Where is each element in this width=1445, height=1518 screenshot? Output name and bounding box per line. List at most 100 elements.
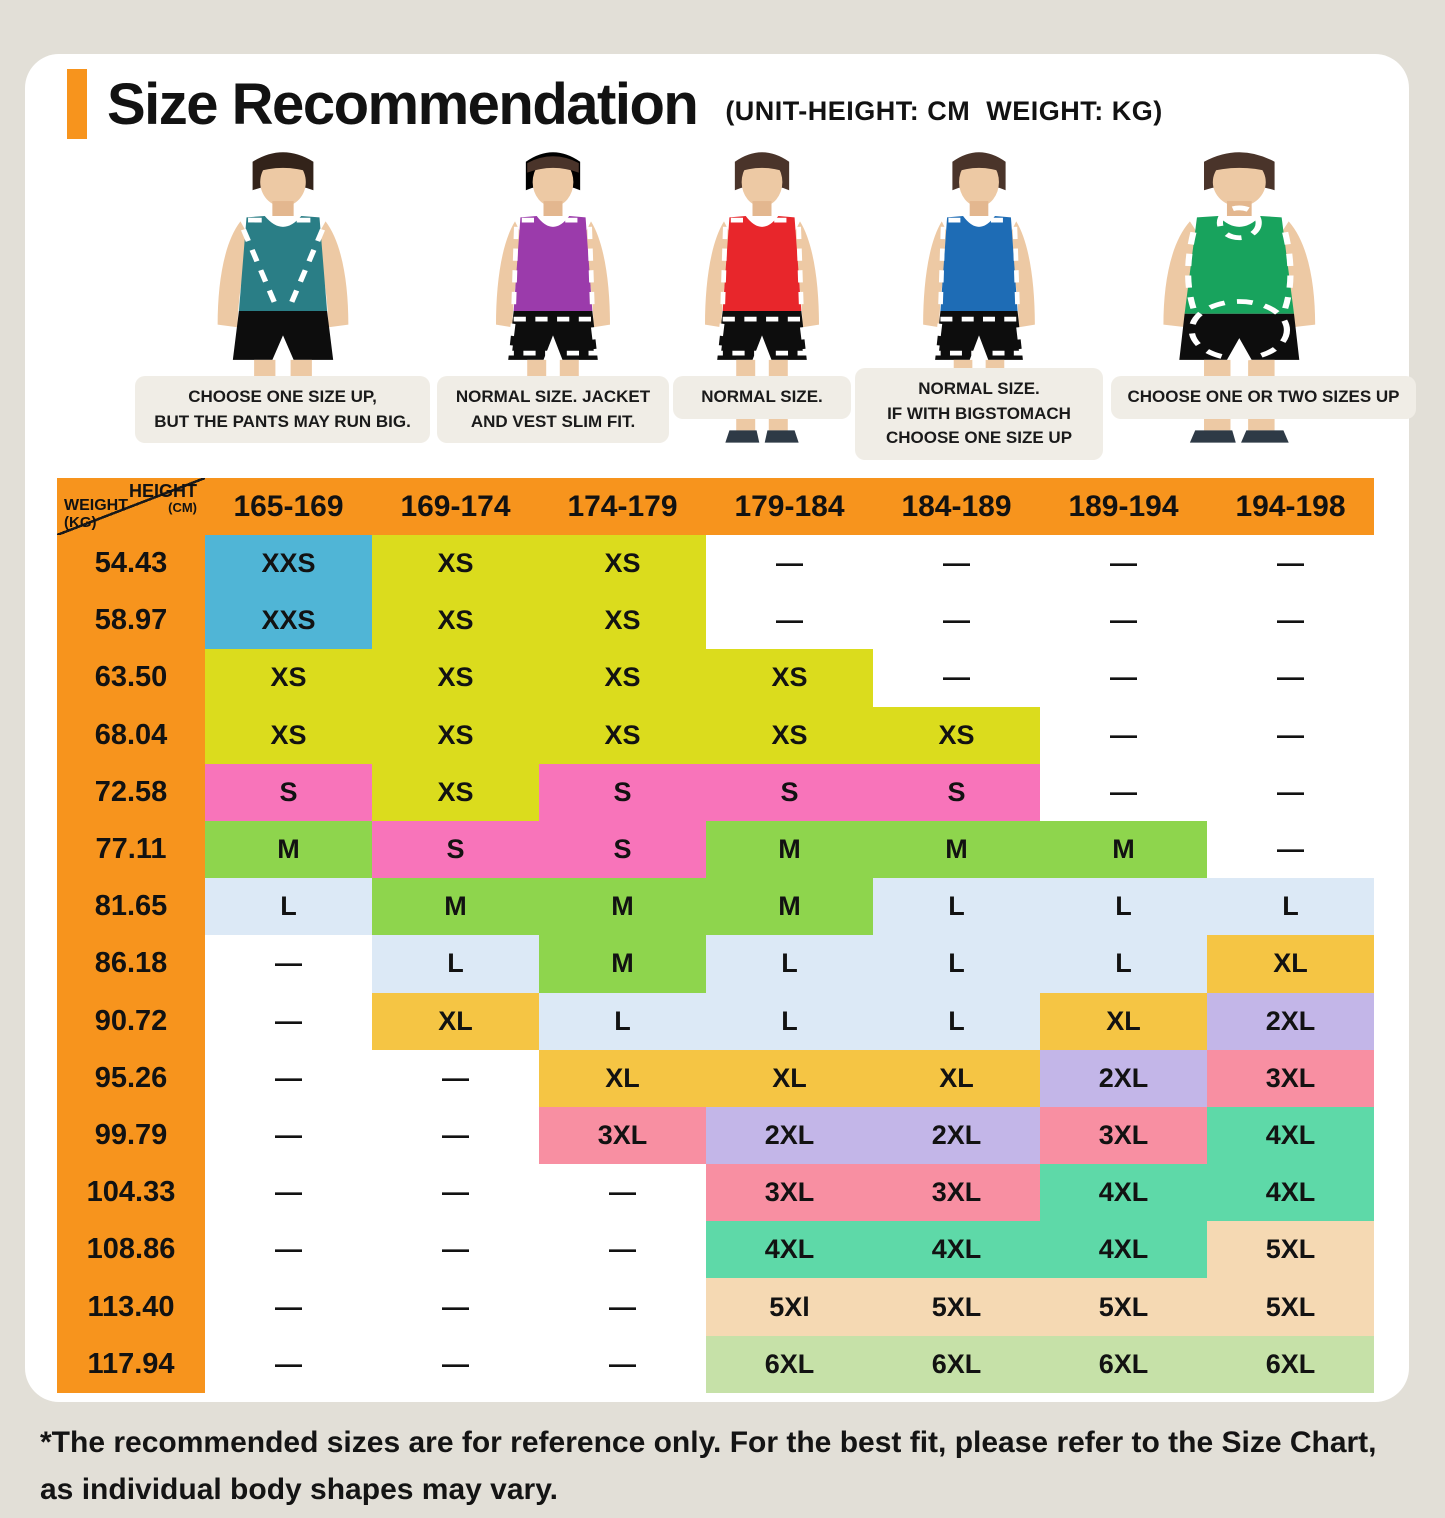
size-cell: 3XL [1207,1049,1374,1107]
size-cell: — [372,1335,539,1393]
size-cell: 2XL [706,1106,873,1165]
measurement-dashes [506,217,600,356]
size-cell: — [1040,592,1207,650]
size-cell: L [1207,878,1374,936]
height-column-header: 189-194 [1040,478,1207,535]
size-cell: L [873,992,1040,1050]
size-cell: XS [539,592,706,650]
size-cell: — [706,535,873,593]
height-column-header: 184-189 [873,478,1040,535]
size-cell: — [539,1164,706,1222]
size-cell: XS [372,592,539,650]
size-cell: — [205,992,372,1050]
measurement-dashes [240,217,325,310]
size-cell: XL [372,992,539,1050]
size-cell: — [1207,763,1374,821]
size-cell: S [873,763,1040,821]
size-cell: 5XL [1207,1278,1374,1336]
page-title: Size Recommendation [107,71,699,137]
size-cell: XXS [205,592,372,650]
size-cell: XS [372,706,539,764]
weight-row-header: 86.18 [57,935,205,993]
size-cell: — [706,592,873,650]
size-cell: XS [372,763,539,821]
height-header-row: HEIGHT (CM) WEIGHT (KG) 165-169 169-174 17… [57,478,1374,535]
tank-top [940,216,1018,311]
size-cell: 6XL [873,1335,1040,1393]
figure-regular: NORMAL SIZE. [673,144,851,478]
size-cell: 4XL [1207,1106,1374,1165]
weight-row-header: 81.65 [57,878,205,936]
height-column-header: 194-198 [1207,478,1374,535]
size-cell: S [539,763,706,821]
head [959,157,999,207]
fit-advice-caption: NORMAL SIZE. IF WITH BIGSTOMACH CHOOSE O… [855,368,1103,460]
weight-row-header: 72.58 [57,763,205,821]
figure-heavy: CHOOSE ONE OR TWO SIZES UP [1111,144,1416,478]
size-cell: — [1207,706,1374,764]
title-accent-bar [67,69,87,139]
figure-slim: NORMAL SIZE. JACKET AND VEST SLIM FIT. [437,144,669,478]
size-cell: — [873,535,1040,593]
size-cell: 4XL [1207,1164,1374,1222]
size-cell: — [1207,820,1374,879]
size-cell: — [873,649,1040,707]
size-cell: L [706,992,873,1050]
height-column-header: 165-169 [205,478,372,535]
size-cell: M [706,820,873,879]
weight-row-header: 99.79 [57,1106,205,1165]
size-cell: XL [706,1049,873,1107]
weight-row-header: 117.94 [57,1335,205,1393]
size-cell: 4XL [1040,1164,1207,1222]
size-cell: 2XL [1040,1049,1207,1107]
size-cell: — [1040,763,1207,821]
weight-row-header: 95.26 [57,1049,205,1107]
size-cell: XS [539,706,706,764]
size-cell: 2XL [1207,992,1374,1050]
fit-advice-caption: CHOOSE ONE SIZE UP, BUT THE PANTS MAY RU… [135,376,430,444]
weight-row-header: 108.86 [57,1221,205,1279]
tank-top [722,216,802,311]
size-cell: 5XL [1040,1278,1207,1336]
size-cell: 6XL [1040,1335,1207,1393]
size-cell: 6XL [1207,1335,1374,1393]
size-cell: 4XL [873,1221,1040,1279]
size-cell: — [205,1335,372,1393]
header: Size Recommendation (UNIT-HEIGHT: CM WEI… [67,64,1163,144]
size-cell: 4XL [706,1221,873,1279]
size-cell: M [372,878,539,936]
measurement-dashes [1184,205,1294,361]
size-cell: — [205,1049,372,1107]
size-cell: XS [205,649,372,707]
figure-regular-big-stomach: NORMAL SIZE. IF WITH BIGSTOMACH CHOOSE O… [855,144,1103,478]
size-cell: 6XL [706,1335,873,1393]
size-cell: M [539,878,706,936]
head [741,157,783,207]
size-cell: — [539,1335,706,1393]
size-cell: S [706,763,873,821]
height-axis-label: HEIGHT (CM) [128,481,197,515]
body-type-figures: CHOOSE ONE SIZE UP, BUT THE PANTS MAY RU… [25,144,1416,478]
size-cell: XS [539,535,706,593]
height-column-header: 174-179 [539,478,706,535]
size-cell: XS [873,706,1040,764]
size-cell: 3XL [873,1164,1040,1222]
shorts [1178,313,1299,360]
size-cell: — [372,1106,539,1165]
size-cell: XXS [205,535,372,593]
size-cell: — [1207,649,1374,707]
head [1212,157,1266,207]
size-cell: — [205,1106,372,1165]
size-cell: XS [539,649,706,707]
size-cell: M [1040,820,1207,879]
size-cell: — [539,1221,706,1279]
weight-row-header: 54.43 [57,535,205,593]
measurement-dashes [933,217,1025,356]
units-note: (UNIT-HEIGHT: CM WEIGHT: KG) [725,95,1163,126]
head [532,157,574,207]
size-cell: — [372,1164,539,1222]
size-cell: L [372,935,539,993]
size-cell: L [1040,878,1207,936]
fit-advice-caption: CHOOSE ONE OR TWO SIZES UP [1111,376,1416,419]
size-cell: XL [873,1049,1040,1107]
